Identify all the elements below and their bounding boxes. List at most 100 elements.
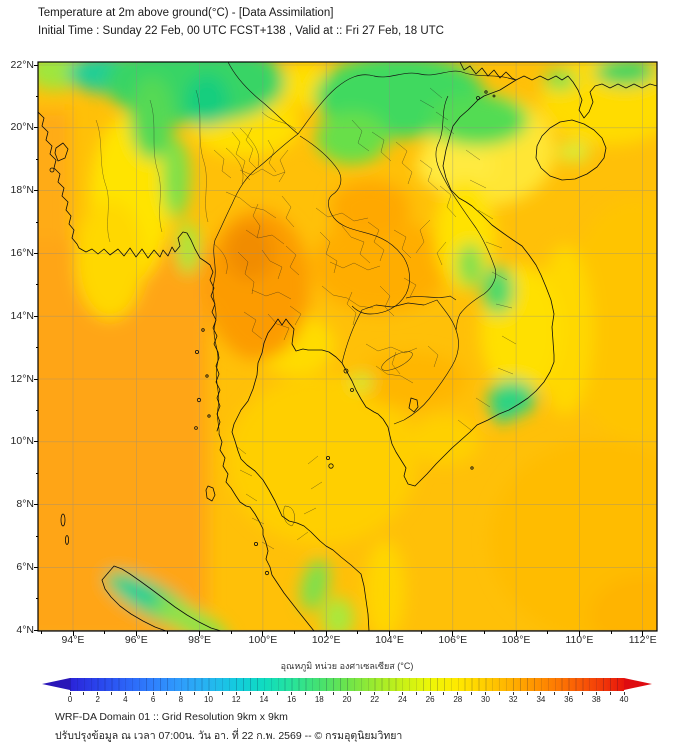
lat-tick (33, 127, 38, 129)
lon-tick (72, 631, 74, 636)
colorbar-minor-tick (415, 691, 417, 695)
colorbar-tick-label: 28 (453, 695, 463, 704)
lon-tick (262, 631, 264, 636)
lon-tick-label: 94°E (61, 634, 85, 646)
lat-minor-tick (35, 95, 38, 97)
lat-minor-tick (35, 284, 38, 286)
colorbar-tick-label: 4 (123, 695, 128, 704)
colorbar-title: อุณหภูมิ หน่วย องศาเซลเซียส (°C) (280, 661, 414, 671)
colorbar-minor-tick (401, 691, 403, 695)
lat-tick-label: 22°N (10, 58, 34, 71)
lon-tick-label: 108°E (501, 634, 531, 646)
lon-tick (642, 631, 644, 636)
colorbar-minor-tick (124, 691, 126, 695)
colorbar-gradient (70, 678, 624, 691)
colorbar-tick-label: 24 (397, 695, 407, 704)
lon-minor-tick (483, 631, 485, 634)
lat-tick-label: 16°N (10, 246, 34, 259)
colorbar-tick-label: 2 (95, 695, 100, 704)
lat-tick-label: 14°N (10, 309, 34, 322)
footer-domain-info: WRF-DA Domain 01 :: Grid Resolution 9km … (55, 711, 288, 723)
colorbar-minor-tick (540, 691, 542, 695)
colorbar-minor-tick (332, 691, 334, 695)
lat-minor-tick (35, 158, 38, 160)
colorbar-tick-label: 12 (231, 695, 241, 704)
province-borders (95, 87, 517, 550)
colorbar-tick-label: 40 (619, 695, 629, 704)
lon-tick-label: 106°E (438, 634, 468, 646)
lon-tick (515, 631, 517, 636)
colorbar-minor-tick (595, 691, 597, 695)
colorbar-left-arrow (42, 678, 70, 690)
colorbar-minor-tick (138, 691, 140, 695)
lat-tick-label: 12°N (10, 372, 34, 385)
coastlines (38, 62, 657, 631)
colorbar-minor-tick (443, 691, 445, 695)
colorbar-minor-tick (526, 691, 528, 695)
colorbar-minor-tick (554, 691, 556, 695)
colorbar-segments (70, 678, 624, 691)
colorbar-tick-label: 32 (508, 695, 518, 704)
colorbar-minor-tick (291, 691, 293, 695)
colorbar-minor-tick (263, 691, 265, 695)
lon-minor-tick (420, 631, 422, 634)
lon-minor-tick (167, 631, 169, 634)
lon-tick (199, 631, 201, 636)
colorbar-minor-tick (374, 691, 376, 695)
colorbar-minor-tick (346, 691, 348, 695)
lat-tick (33, 504, 38, 506)
lat-tick-label: 18°N (10, 184, 34, 197)
colorbar-tick-label: 8 (178, 695, 184, 704)
lon-tick-label: 100°E (248, 634, 278, 646)
colorbar-minor-tick (69, 691, 71, 695)
page-title: Temperature at 2m above ground(°C) - [Da… (38, 7, 334, 19)
footer-update-info: ปรับปรุงข้อมูล ณ เวลา 07:00น. วัน อา. ที… (55, 730, 403, 742)
lon-minor-tick (40, 631, 42, 634)
colorbar-minor-tick (83, 691, 85, 695)
lat-tick-label: 6°N (16, 560, 34, 573)
lon-minor-tick (230, 631, 232, 634)
colorbar-tick-label: 6 (150, 695, 156, 704)
colorbar-minor-tick (235, 691, 237, 695)
lat-tick (33, 315, 38, 317)
lat-tick (33, 190, 38, 192)
lon-tick-label: 102°E (311, 634, 341, 646)
colorbar-minor-tick (623, 691, 625, 695)
lat-minor-tick (35, 347, 38, 349)
colorbar-minor-tick (152, 691, 154, 695)
lon-minor-tick (547, 631, 549, 634)
colorbar-tick-label: 22 (370, 695, 380, 704)
map-canvas (37, 61, 658, 632)
lat-minor-tick (35, 535, 38, 537)
lon-tick-label: 104°E (375, 634, 404, 646)
colorbar-tick-label: 18 (314, 695, 324, 704)
page-subtitle: Initial Time : Sunday 22 Feb, 00 UTC FCS… (38, 25, 444, 37)
colorbar-minor-tick (194, 691, 196, 695)
map-frame (37, 61, 658, 632)
lon-tick (325, 631, 327, 636)
lat-minor-tick (35, 598, 38, 600)
colorbar-tick-label: 20 (342, 695, 352, 704)
colorbar-minor-tick (609, 691, 611, 695)
country-borders (212, 62, 517, 435)
lon-minor-tick (104, 631, 106, 634)
lat-minor-tick (35, 409, 38, 411)
colorbar-minor-tick (249, 691, 251, 695)
lon-tick-label: 110°E (565, 634, 594, 646)
colorbar-minor-tick (388, 691, 390, 695)
lon-tick (135, 631, 137, 636)
lon-tick (389, 631, 390, 636)
colorbar-minor-tick (318, 691, 320, 695)
colorbar-minor-tick (485, 691, 486, 695)
colorbar-tick-label: 0 (67, 695, 73, 704)
colorbar-minor-tick (111, 691, 113, 695)
lat-minor-tick (35, 472, 38, 474)
colorbar-minor-tick (457, 691, 459, 695)
colorbar-minor-tick (304, 691, 306, 695)
lat-tick (33, 252, 38, 254)
colorbar-minor-tick (277, 691, 279, 695)
colorbar-minor-tick (360, 691, 362, 695)
colorbar-tick-label: 16 (287, 695, 297, 704)
colorbar-minor-tick (221, 691, 223, 695)
colorbar-tick-label: 36 (564, 695, 574, 704)
